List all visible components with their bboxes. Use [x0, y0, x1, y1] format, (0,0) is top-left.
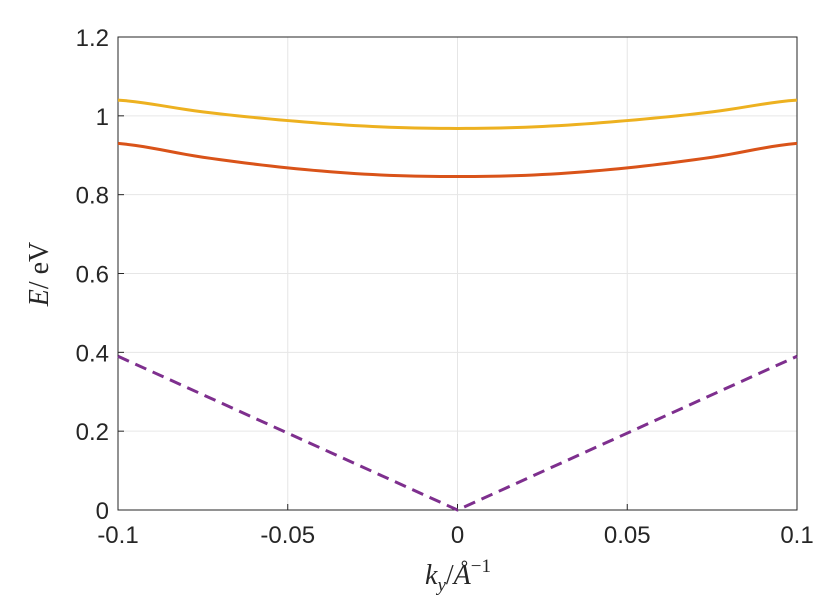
x-tick-label: -0.05 — [260, 522, 315, 549]
series-line-2 — [117, 141, 798, 179]
x-tick-label: 0 — [451, 522, 464, 549]
x-tick-label: 0.05 — [604, 522, 651, 549]
y-tick-label: 0.2 — [76, 419, 109, 446]
x-tick-label: 0.1 — [780, 522, 813, 549]
x-tick-labels: -0.1 -0.05 0 0.05 0.1 — [97, 522, 813, 549]
grid-lines — [117, 36, 798, 511]
y-axis-label: E/ eV — [24, 242, 55, 308]
y-tick-label: 0.6 — [76, 262, 109, 289]
y-tick-label: 1.2 — [76, 25, 109, 52]
y-tick-label: 0.4 — [76, 340, 109, 367]
y-tick-label: 0 — [96, 498, 109, 525]
series-group — [117, 98, 798, 512]
x-axis-label: ky/Å−1 — [425, 556, 491, 596]
y-tick-label: 0.8 — [76, 183, 109, 210]
x-tick-label: -0.1 — [97, 522, 138, 549]
y-tick-labels: 0 0.2 0.4 0.6 0.8 1 1.2 — [76, 25, 109, 525]
series-line-3 — [117, 354, 798, 512]
series-line-1 — [117, 98, 798, 130]
y-tick-label: 1 — [96, 104, 109, 131]
